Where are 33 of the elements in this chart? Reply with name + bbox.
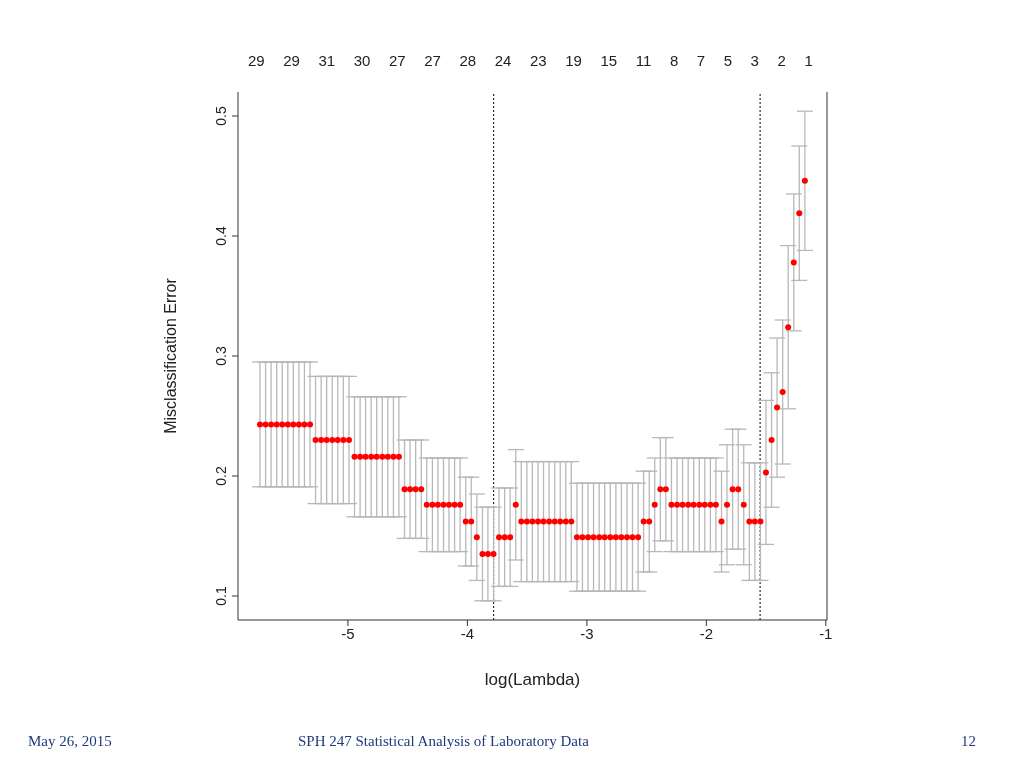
text: 2 [777,52,786,69]
text: 24 [494,52,512,69]
y-tick-label: 0.4 [213,226,229,246]
x-axis-title: log(Lambda) [484,670,581,689]
text: SPH 247 Statistical Analysis of Laboratory Data [298,733,589,750]
text: 8 [669,52,679,69]
text: 12 [961,733,976,750]
y-tick-label: 0.3 [213,346,229,366]
y-tick-label: 0.1 [213,586,229,606]
text: 29 [248,52,265,69]
text: 11 [635,52,652,69]
y-tick-label: 0.5 [213,106,229,126]
text: 23 [530,52,547,69]
text: 7 [696,52,706,69]
x-tick-label: -4 [460,624,475,642]
text: 27 [389,52,406,69]
y-tick-label: 0.2 [213,466,229,486]
text: 29 [283,52,300,69]
x-tick-label: -5 [341,624,355,642]
y-axis-title: Misclassification Error [161,277,179,434]
text: 28 [459,52,477,69]
x-tick-label: -3 [580,624,594,642]
text: 1 [804,52,813,69]
text: 27 [424,52,441,69]
text: May 26, 2015 [28,733,112,750]
x-tick-label: -2 [699,624,713,642]
text: 15 [600,52,618,69]
text: 3 [750,52,759,69]
text: 30 [353,52,371,69]
text: 19 [565,52,582,69]
text: 31 [318,52,336,69]
text: 5 [723,52,733,69]
x-tick-label: -1 [819,624,833,642]
